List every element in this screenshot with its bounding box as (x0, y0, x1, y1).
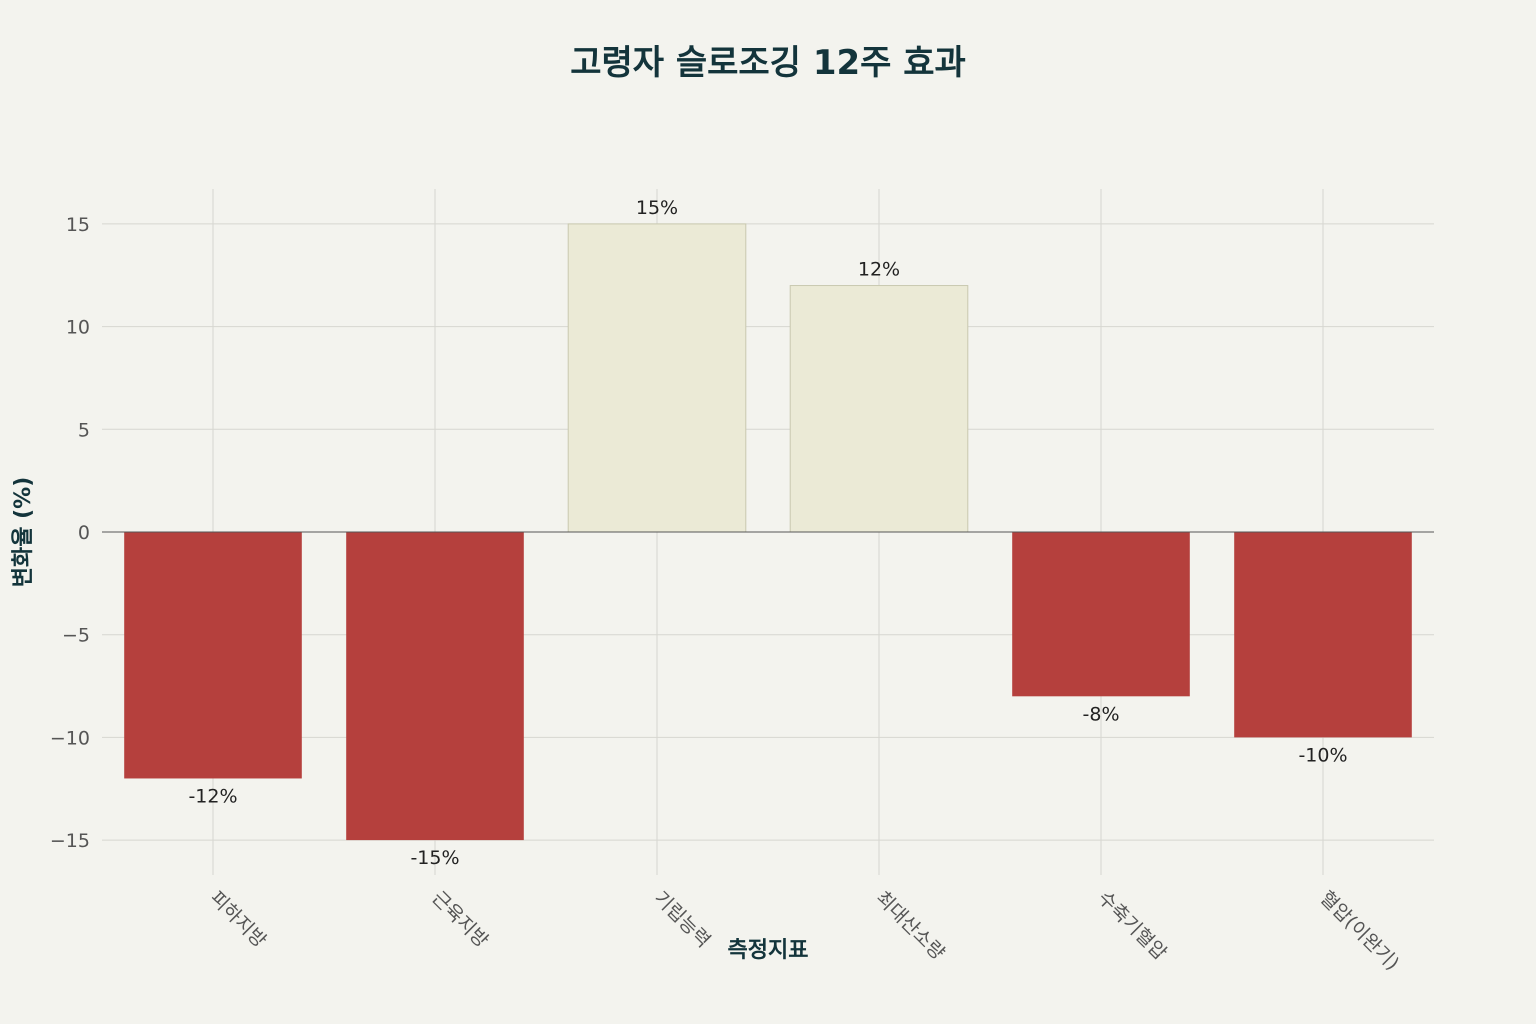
data-label: -15% (410, 847, 459, 869)
data-label: 12% (858, 259, 900, 281)
x-tick-label: 피하지방 (205, 887, 270, 952)
chart-title: 고령자 슬로조깅 12주 효과 (570, 43, 966, 83)
y-tick-label: −5 (62, 625, 90, 647)
x-tick-label: 혈압(이완기) (1315, 887, 1403, 975)
y-tick-label: 15 (66, 214, 90, 236)
data-label: 15% (636, 197, 678, 219)
bar (1012, 532, 1190, 697)
y-tick-label: 0 (78, 522, 90, 544)
y-tick-label: 5 (78, 419, 90, 441)
grid (102, 189, 1434, 875)
data-label: -10% (1298, 744, 1347, 766)
data-labels: -12% -15% 15% 12% -8% -10% (188, 197, 1347, 869)
x-tick-label: 최대산소량 (871, 887, 948, 964)
bar (124, 532, 302, 779)
x-axis-title: 측정지표 (728, 938, 809, 963)
y-axis-ticks: −15 −10 −5 0 5 10 15 (50, 214, 90, 852)
data-label: -12% (188, 785, 237, 807)
bar (789, 285, 969, 533)
bar (346, 532, 524, 841)
bar (567, 223, 747, 533)
bars (124, 223, 1412, 841)
bar (1234, 532, 1412, 738)
y-axis-title: 변화율 (%) (11, 477, 36, 588)
data-label: -8% (1083, 703, 1120, 725)
y-tick-label: −10 (50, 727, 90, 749)
y-tick-label: 10 (66, 317, 90, 339)
x-tick-label: 근육지방 (427, 887, 492, 952)
x-tick-label: 기립능력 (649, 887, 714, 952)
y-tick-label: −15 (50, 830, 90, 852)
x-tick-label: 수축기혈압 (1093, 887, 1170, 964)
